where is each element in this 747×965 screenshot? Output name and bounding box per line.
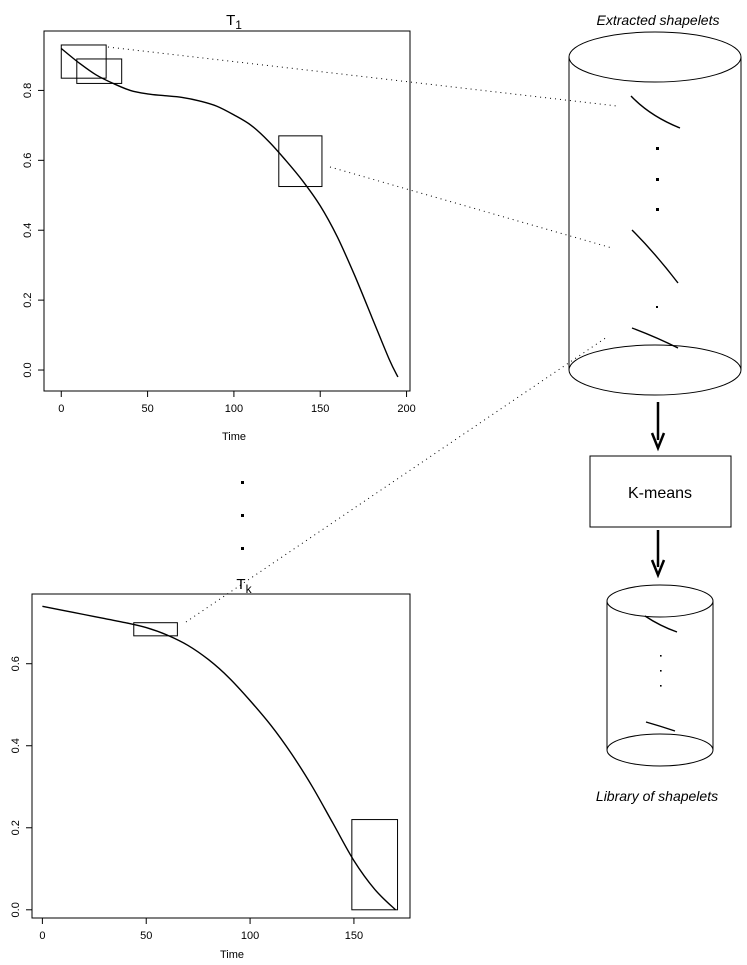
t1-x-tick-label: 0 (58, 403, 64, 415)
extracted-shapelets-label: Extracted shapelets (597, 12, 720, 28)
t1-shapelet-window (60, 44, 107, 79)
t1-x-tick-label: 50 (141, 403, 153, 415)
plot-ellipsis (241, 481, 244, 550)
arrow-to-library (650, 530, 666, 579)
connector-3 (185, 336, 608, 623)
library-segment-2 (645, 721, 676, 732)
tk-shapelet-window (351, 819, 399, 911)
shapelet-segment-3 (631, 327, 679, 349)
kmeans-box: K-means (589, 455, 732, 528)
t1-title: T1 (226, 12, 242, 32)
plot-tk: Tk 0 50 100 150 0.0 0.2 0.4 0.6 Time (10, 576, 411, 961)
tk-shapelet-window (133, 622, 178, 637)
arrow-to-kmeans (650, 402, 666, 452)
tk-y-tick-label: 0.4 (10, 738, 22, 753)
t1-shapelet-window (76, 58, 123, 84)
kmeans-label: K-means (628, 485, 692, 502)
t1-x-tick-label: 150 (311, 403, 329, 415)
tk-windows (133, 622, 399, 911)
dotted-connectors (107, 46, 618, 623)
tk-plot-frame (31, 593, 411, 919)
t1-y-tick-label: 0.2 (22, 292, 34, 307)
library-cylinder: Library of shapelets (596, 584, 718, 804)
tk-curve (42, 605, 396, 911)
t1-y-tick-label: 0.4 (22, 223, 34, 238)
t1-plot-frame (43, 30, 411, 392)
t1-shapelet-window (278, 135, 323, 188)
connector-1 (107, 46, 618, 107)
t1-x-axis-label: Time (222, 431, 246, 443)
tk-y-tick-label: 0.6 (10, 656, 22, 671)
plot-t1: T1 0 50 100 150 200 0.0 0.2 0.4 0.6 0.8 Time (22, 12, 416, 443)
t1-curve (60, 47, 399, 378)
t1-y-axis: 0.0 0.2 0.4 0.6 0.8 (22, 83, 44, 378)
t1-y-tick-label: 0.6 (22, 153, 34, 168)
tk-title: Tk (236, 576, 252, 596)
t1-windows (60, 44, 323, 188)
tk-x-tick-label: 150 (345, 930, 363, 942)
extracted-shapelets-cylinder: Extracted shapelets (568, 12, 742, 396)
t1-y-tick-label: 0.0 (22, 362, 34, 377)
tk-y-axis: 0.0 0.2 0.4 0.6 (10, 656, 32, 917)
library-segment-1 (644, 615, 678, 633)
tk-x-axis: 0 50 100 150 (39, 918, 363, 942)
tk-x-tick-label: 0 (39, 930, 45, 942)
t1-x-tick-label: 200 (397, 403, 415, 415)
tk-x-axis-label: Time (220, 949, 244, 961)
connector-2 (329, 166, 613, 249)
library-label: Library of shapelets (596, 788, 718, 804)
shapelet-segment-2 (631, 229, 679, 284)
t1-x-tick-label: 100 (225, 403, 243, 415)
tk-x-tick-label: 100 (241, 930, 259, 942)
tk-y-tick-label: 0.0 (10, 902, 22, 917)
tk-x-tick-label: 50 (140, 930, 152, 942)
t1-y-tick-label: 0.8 (22, 83, 34, 98)
shapelet-segment-1 (630, 95, 681, 129)
t1-x-axis: 0 50 100 150 200 (58, 391, 416, 415)
tk-y-tick-label: 0.2 (10, 820, 22, 835)
